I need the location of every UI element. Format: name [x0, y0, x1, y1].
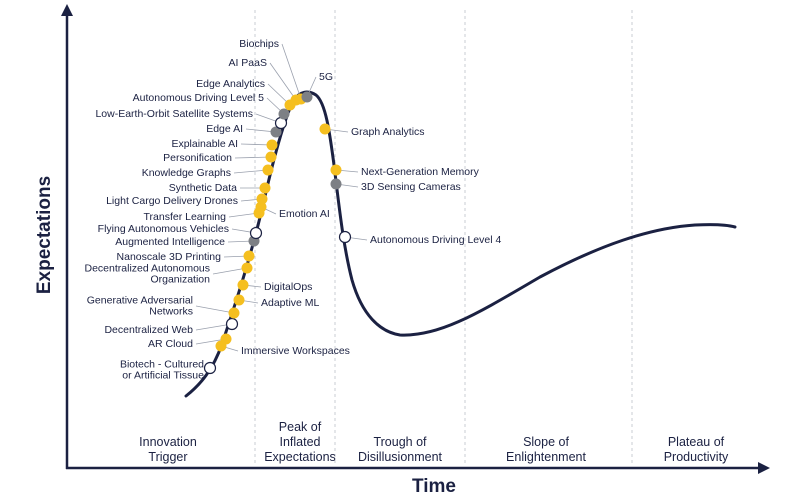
tech-label-adaptive-ml: Adaptive ML — [261, 297, 320, 309]
tech-marker-explainable-ai[interactable] — [266, 139, 278, 151]
leader-line-biochips — [281, 43, 302, 100]
tech-label-autonomous-driving-level-5: Autonomous Driving Level 5 — [133, 92, 264, 104]
tech-label-autonomous-driving-level-4: Autonomous Driving Level 4 — [370, 234, 501, 246]
tech-label-low-earth-orbit-satellite-systems: Low-Earth-Orbit Satellite Systems — [95, 108, 253, 120]
tech-label-ar-cloud: AR Cloud — [148, 338, 193, 350]
tech-label-digitalops: DigitalOps — [264, 281, 312, 293]
tech-marker-autonomous-driving-level-5[interactable] — [278, 108, 290, 120]
leader-line-knowledge-graphs — [233, 169, 269, 174]
tech-label-biotech-cultured-or-artificial-tissue: or Artificial Tissue — [122, 370, 204, 382]
x-axis-title: Time — [412, 476, 456, 494]
tech-label-edge-analytics: Edge Analytics — [196, 78, 265, 90]
tech-marker-knowledge-graphs[interactable] — [262, 164, 274, 176]
tech-marker-ar-cloud[interactable] — [220, 333, 232, 345]
tech-marker-5g[interactable] — [301, 91, 313, 103]
tech-marker-adaptive-ml[interactable] — [233, 294, 245, 306]
tech-label-personification: Personification — [163, 152, 232, 164]
tech-marker-flying-autonomous-vehicles[interactable] — [249, 226, 263, 240]
phase-label-slope: Slope of — [523, 435, 569, 449]
y-axis-arrow-icon — [61, 4, 73, 16]
tech-marker-graph-analytics[interactable] — [319, 123, 331, 135]
tech-marker-decentralized-web[interactable] — [225, 317, 239, 331]
tech-label-light-cargo-delivery-drones: Light Cargo Delivery Drones — [106, 195, 238, 207]
y-axis-title: Expectations — [34, 176, 55, 294]
phase-label-plateau: Productivity — [664, 450, 729, 464]
tech-label-emotion-ai: Emotion AI — [279, 208, 330, 220]
tech-label-decentralized-web: Decentralized Web — [104, 324, 193, 336]
tech-label-edge-ai: Edge AI — [206, 123, 243, 135]
tech-label-augmented-intelligence: Augmented Intelligence — [115, 236, 225, 248]
tech-marker-nanoscale-3d-printing[interactable] — [243, 250, 255, 262]
tech-label-decentralized-autonomous-organization: Organization — [150, 274, 210, 286]
tech-marker-personification[interactable] — [265, 151, 277, 163]
tech-label-flying-autonomous-vehicles: Flying Autonomous Vehicles — [98, 223, 229, 235]
tech-label-graph-analytics: Graph Analytics — [351, 126, 425, 138]
tech-label-5g: 5G — [319, 71, 333, 83]
tech-label-biochips: Biochips — [239, 38, 279, 50]
tech-marker-decentralized-autonomous-organization[interactable] — [241, 262, 253, 274]
tech-label-knowledge-graphs: Knowledge Graphs — [142, 167, 231, 179]
phase-label-innovation: Trigger — [148, 450, 187, 464]
tech-marker-next-generation-memory[interactable] — [330, 164, 342, 176]
tech-label-ai-paas: AI PaaS — [228, 57, 267, 69]
phase-label-peak: Inflated — [279, 435, 320, 449]
x-axis-arrow-icon — [758, 462, 770, 474]
tech-label-synthetic-data: Synthetic Data — [169, 182, 237, 194]
tech-label-generative-adversarial-networks: Generative Adversarial — [87, 295, 193, 307]
tech-marker-light-cargo-delivery-drones[interactable] — [256, 193, 268, 205]
tech-label-generative-adversarial-networks: Networks — [149, 306, 193, 318]
tech-marker-synthetic-data[interactable] — [259, 182, 271, 194]
tech-marker-biotech-cultured-or-artificial-tissue[interactable] — [203, 361, 217, 375]
tech-label-decentralized-autonomous-organization: Decentralized Autonomous — [85, 263, 211, 275]
tech-marker-edge-ai[interactable] — [270, 126, 282, 138]
leader-line-decentralized-autonomous-organization — [212, 267, 248, 275]
tech-marker-3d-sensing-cameras[interactable] — [330, 178, 342, 190]
phase-label-plateau: Plateau of — [668, 435, 725, 449]
tech-label-nanoscale-3d-printing: Nanoscale 3D Printing — [117, 251, 222, 263]
phase-label-peak: Expectations — [264, 450, 336, 464]
phase-label-trough: Disillusionment — [358, 450, 443, 464]
technology-markers — [203, 91, 352, 375]
tech-marker-generative-adversarial-networks[interactable] — [228, 307, 240, 319]
leader-line-generative-adversarial-networks — [195, 305, 235, 314]
phase-label-slope: Enlightenment — [506, 450, 586, 464]
tech-label-transfer-learning: Transfer Learning — [144, 211, 227, 223]
phase-label-peak: Peak of — [279, 420, 322, 434]
phase-label-innovation: Innovation — [139, 435, 197, 449]
phase-label-trough: Trough of — [373, 435, 427, 449]
tech-marker-autonomous-driving-level-4[interactable] — [338, 230, 352, 244]
tech-label-explainable-ai: Explainable AI — [171, 138, 238, 150]
leader-line-personification — [234, 156, 272, 159]
tech-label-biotech-cultured-or-artificial-tissue: Biotech - Cultured — [120, 359, 204, 371]
tech-label-3d-sensing-cameras: 3D Sensing Cameras — [361, 181, 461, 193]
tech-label-immersive-workspaces: Immersive Workspaces — [241, 345, 350, 357]
leader-line-ai-paas — [269, 62, 297, 101]
tech-label-next-generation-memory: Next-Generation Memory — [361, 166, 480, 178]
tech-marker-digitalops[interactable] — [237, 279, 249, 291]
tech-marker-emotion-ai[interactable] — [255, 201, 267, 213]
